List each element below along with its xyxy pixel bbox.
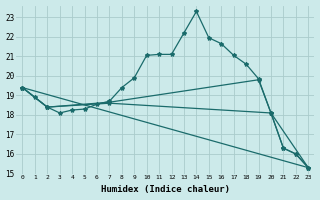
X-axis label: Humidex (Indice chaleur): Humidex (Indice chaleur) <box>101 185 230 194</box>
